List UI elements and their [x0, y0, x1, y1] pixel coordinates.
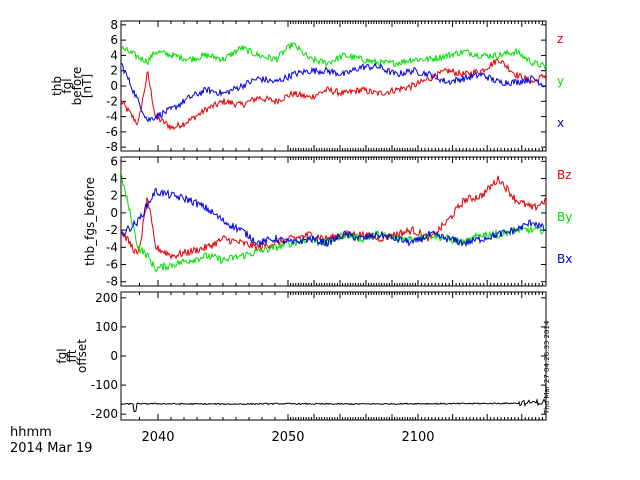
panel-frame — [120, 291, 547, 421]
x-tick-label: 2100 — [401, 430, 434, 445]
y-tick-label: -200 — [91, 407, 118, 421]
shared-time-axis: 2040 2050 2100 — [141, 430, 434, 445]
x-tick-label: 2050 — [271, 430, 304, 445]
series-line — [121, 397, 546, 412]
date-label: 2014 Mar 19 — [10, 441, 92, 456]
series-line-Bx — [121, 187, 546, 248]
y-axis-label: thb — [50, 76, 64, 96]
legend-label-Bz: Bz — [557, 168, 572, 182]
y-axis-label: fft — [65, 349, 79, 362]
series-line-Bz — [121, 175, 546, 261]
panel-frame — [120, 20, 547, 152]
series-line-x — [121, 62, 546, 123]
y-tick-label: -6 — [106, 258, 118, 272]
y-tick-label: -4 — [106, 110, 118, 124]
y-axis-label: offset — [75, 339, 89, 373]
y-axis-label: [nT] — [80, 74, 94, 98]
x-tick-label: 2040 — [141, 430, 174, 445]
legend-label-Bx: Bx — [557, 252, 572, 266]
legend-label-x: x — [557, 116, 564, 130]
y-tick-label: -8 — [106, 275, 118, 289]
y-tick-label: -2 — [106, 223, 118, 237]
y-tick-label: 200 — [95, 291, 118, 305]
y-tick-label: 8 — [110, 18, 118, 32]
y-tick-label: 4 — [110, 48, 118, 62]
y-axis-label: thb_fgs_before — [83, 177, 97, 266]
y-axis-label: fgl — [55, 348, 69, 363]
y-axis-label: before — [70, 67, 84, 106]
y-tick-label: 6 — [110, 154, 118, 168]
y-tick-label: 2 — [110, 64, 118, 78]
panel-frame — [120, 156, 547, 287]
y-tick-label: -8 — [106, 140, 118, 154]
legend-label-z: z — [557, 32, 563, 46]
series-line-By — [121, 170, 546, 273]
legend-label-y: y — [557, 74, 564, 88]
panel-2: 6 4 2 0 -2 -4 -6 -8 thb_fgs_before Bz By Bx — [83, 154, 572, 288]
y-tick-label: 100 — [95, 320, 118, 334]
y-tick-label: -4 — [106, 240, 118, 254]
y-tick-label: 0 — [110, 206, 118, 220]
y-tick-label: 6 — [110, 33, 118, 47]
y-tick-label: 0 — [110, 349, 118, 363]
y-axis-label: fgl — [60, 78, 74, 93]
y-tick-label: 2 — [110, 189, 118, 203]
time-axis-label: hhmm — [10, 425, 52, 440]
series-line-z — [121, 58, 546, 132]
y-tick-label: -2 — [106, 94, 118, 108]
generation-timestamp: Thu Mar 27 04:26:33 2014 — [543, 320, 551, 415]
y-tick-label: -6 — [106, 125, 118, 139]
y-tick-label: 4 — [110, 172, 118, 186]
series-line-y — [121, 42, 546, 71]
panels-group: 86420-2-4-6-8thbfglbefore[nT]zyx6420-2-4… — [50, 18, 572, 421]
y-tick-label: -100 — [91, 378, 118, 392]
legend-label-By: By — [557, 210, 572, 224]
y-tick-label: 0 — [110, 79, 118, 93]
